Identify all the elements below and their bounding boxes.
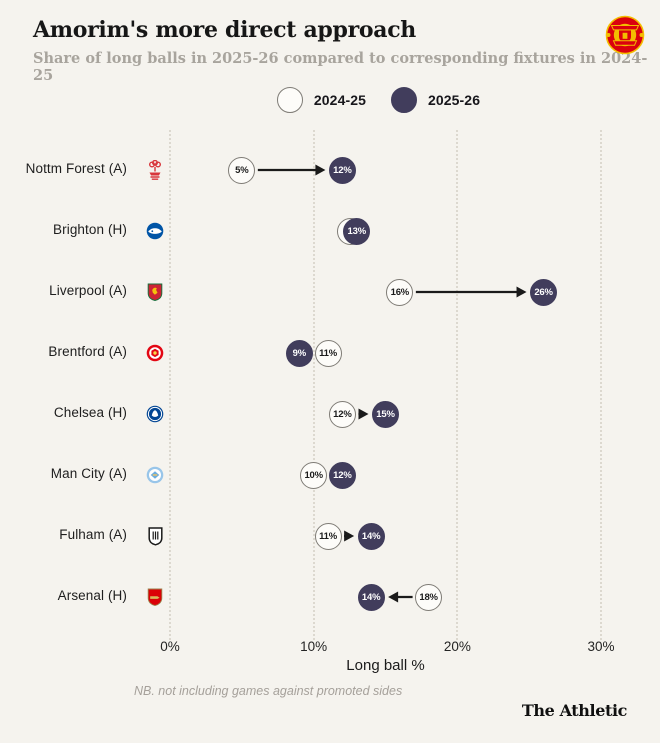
man-utd-crest-icon [604,12,646,58]
brentford-crest-icon [146,344,164,362]
chart-area: Nottm Forest (A) 5% 12% Brighton (H) 13% Live… [0,130,660,640]
dot-2025-26: 26% [530,278,558,306]
the-athletic-wordmark: The Athletic [521,701,628,720]
dot-2025-26: 14% [357,522,385,550]
chelsea-crest-icon [146,405,164,423]
dot-2024-25: 11% [314,339,342,367]
team-label-nottm-forest: Nottm Forest (A) [25,161,127,176]
x-tick-10%: 10% [300,639,328,654]
gridline-10 [312,130,315,640]
arrow-head-icon [315,164,326,176]
brighton-crest-icon [146,222,164,240]
page-subtitle: Share of long balls in 2025-26 compared … [33,50,648,84]
arrow-head-icon [388,591,399,603]
legend-swatch-2024-25 [276,87,303,113]
gridline-20 [456,130,459,640]
dot-2025-26: 14% [357,583,385,611]
legend-label-2024-25: 2024-25 [313,92,366,108]
dot-2025-26: 12% [328,156,356,184]
arrow-head-icon [516,286,527,298]
team-label-chelsea: Chelsea (H) [53,405,127,420]
dot-2024-25: 16% [386,278,414,306]
dot-2025-26: 12% [328,461,356,489]
x-tick-0%: 0% [160,639,180,654]
gridline-0 [169,130,171,640]
gridline-30 [600,130,602,640]
nottm-forest-crest-icon [147,159,163,181]
change-arrows-layer [257,164,527,603]
dot-2024-25: 12% [328,400,356,428]
team-label-man-city: Man City (A) [50,466,127,481]
dot-2025-26: 13% [343,217,371,245]
dot-2024-25: 11% [314,522,342,550]
dot-2025-26: 15% [372,400,399,428]
dot-2024-25: 18% [415,583,443,611]
legend-swatch-2025-26 [391,87,417,113]
fulham-crest-icon [147,526,163,546]
footnote: NB. not including games against promoted… [134,684,403,698]
man-city-crest-icon [146,466,164,484]
x-axis-title: Long ball % [346,657,425,674]
arsenal-crest-icon [147,588,163,607]
dot-2024-25: 5% [228,156,256,184]
page-title: Amorim's more direct approach [33,17,417,43]
arrow-head-icon [358,408,369,420]
team-label-brighton: Brighton (H) [53,222,127,237]
team-label-arsenal: Arsenal (H) [57,588,127,603]
arrow-head-icon [344,530,355,542]
x-tick-30%: 30% [587,639,615,654]
dot-2024-25: 10% [300,461,328,489]
legend: 2024-25 2025-26 [170,86,601,114]
team-label-fulham: Fulham (A) [59,527,127,542]
liverpool-crest-icon [147,283,163,302]
dot-2025-26: 9% [285,339,313,367]
team-label-brentford: Brentford (A) [48,344,127,359]
team-label-liverpool: Liverpool (A) [49,283,127,298]
x-tick-20%: 20% [443,639,471,654]
legend-label-2025-26: 2025-26 [428,92,481,108]
